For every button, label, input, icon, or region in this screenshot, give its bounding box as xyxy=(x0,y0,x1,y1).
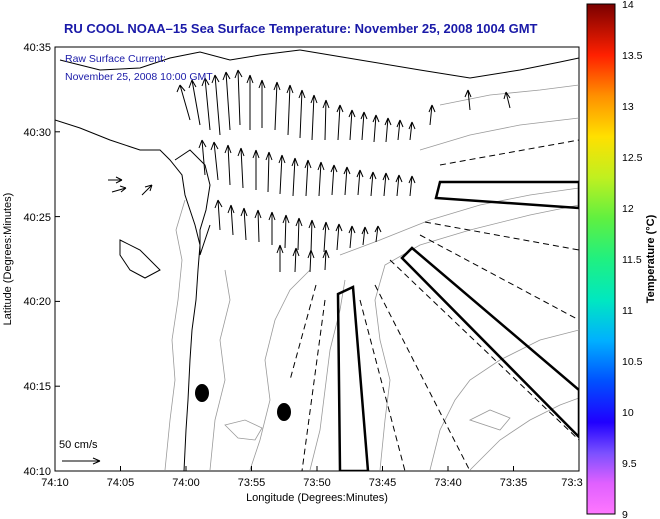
x-tick-label: 73:35 xyxy=(500,477,528,489)
y-tick-label: 40:20 xyxy=(23,296,51,308)
x-tick-label: 73:40 xyxy=(434,477,462,489)
colorbar-tick: 12.5 xyxy=(622,152,643,164)
colorbar-tick: 13.5 xyxy=(622,50,643,62)
colorbar-tick: 11.5 xyxy=(622,254,642,266)
colorbar-tick: 13 xyxy=(622,101,634,113)
x-tick-label: 73:55 xyxy=(238,477,266,489)
y-tick-label: 40:25 xyxy=(23,212,51,224)
station-marker xyxy=(277,403,291,421)
x-tick-label: 73:3 xyxy=(561,477,582,489)
x-axis-label: Longitude (Degrees:Minutes) xyxy=(246,492,388,504)
y-axis-label: Latitude (Degrees:Minutes) xyxy=(2,193,14,326)
x-tick-label: 74:05 xyxy=(107,477,135,489)
y-tick-label: 40:30 xyxy=(23,127,51,139)
coverage-polygons xyxy=(336,180,579,471)
scale-arrow xyxy=(62,457,101,465)
x-tick-marks xyxy=(54,466,580,471)
y-tick-label: 40:10 xyxy=(23,466,51,478)
bathymetry-contours xyxy=(164,84,579,471)
current-vectors xyxy=(108,69,511,273)
scale-label: 50 cm/s xyxy=(59,439,98,451)
figure-title: RU COOL NOAA–15 Sea Surface Temperature:… xyxy=(64,21,538,36)
colorbar-tick: 9.5 xyxy=(622,458,637,470)
y-tick-label: 40:15 xyxy=(23,381,51,393)
x-tick-label: 73:50 xyxy=(303,477,331,489)
station-marker xyxy=(195,384,209,402)
colorbar-tick: 14 xyxy=(622,0,634,11)
long-island-outline xyxy=(299,49,579,79)
staten-island-outline xyxy=(59,49,301,71)
x-tick-label: 74:10 xyxy=(41,477,69,489)
sandy-hook-outline xyxy=(174,149,211,256)
colorbar-tick: 10.5 xyxy=(622,356,643,368)
current-label: Raw Surface Current: xyxy=(65,53,166,65)
current-time: November 25, 2008 10:00 GMT xyxy=(65,71,213,83)
coastline-west xyxy=(55,119,201,471)
y-tick-label: 40:35 xyxy=(23,42,51,54)
colorbar-tick: 11 xyxy=(622,305,633,317)
y-tick-marks xyxy=(55,46,60,472)
colorbar-tick: 12 xyxy=(622,203,634,215)
x-tick-label: 73:45 xyxy=(369,477,397,489)
colorbar-ticks: 14 13.5 13 12.5 12 11.5 11 10.5 10 9.5 9 xyxy=(622,0,643,519)
x-tick-label: 74:00 xyxy=(172,477,200,489)
colorbar-label: Temperature (°C) xyxy=(645,214,657,303)
x-tick-labels: 74:10 74:05 74:00 73:55 73:50 73:45 73:4… xyxy=(41,477,582,489)
map-plot: Raw Surface Current: November 25, 2008 1… xyxy=(54,46,580,472)
y-tick-labels: 40:35 40:30 40:25 40:20 40:15 40:10 xyxy=(23,42,51,478)
raritan-bay-outline xyxy=(119,239,161,279)
colorbar: 14 13.5 13 12.5 12 11.5 11 10.5 10 9.5 9… xyxy=(586,0,657,519)
colorbar-tick: 10 xyxy=(622,407,634,419)
radial-beam-lines xyxy=(289,139,579,471)
colorbar-tick: 9 xyxy=(622,509,628,519)
